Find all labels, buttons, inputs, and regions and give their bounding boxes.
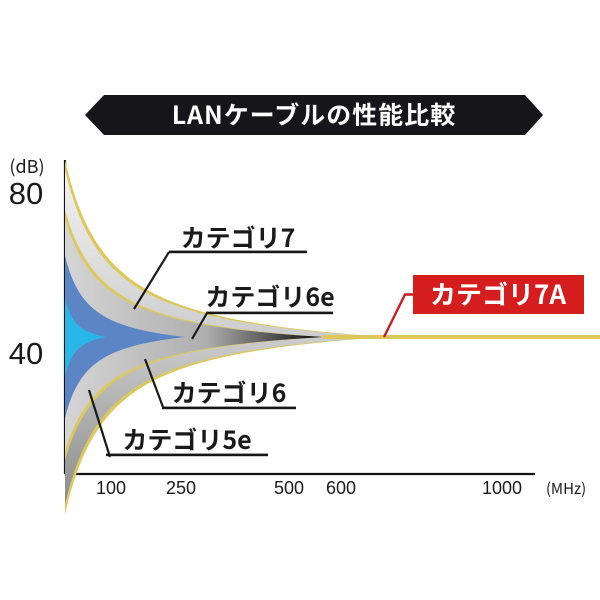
svg-text:カテゴリ6: カテゴリ6 (172, 374, 287, 410)
svg-text:LANケーブルの性能比較: LANケーブルの性能比較 (172, 96, 456, 132)
svg-text:(MHz): (MHz) (546, 478, 586, 499)
svg-text:カテゴリ6e: カテゴリ6e (205, 278, 334, 314)
svg-text:カテゴリ7: カテゴリ7 (181, 219, 296, 255)
svg-text:100: 100 (96, 478, 126, 498)
svg-text:カテゴリ5e: カテゴリ5e (122, 421, 251, 457)
svg-text:250: 250 (166, 478, 196, 498)
svg-text:80: 80 (9, 176, 43, 211)
svg-text:1000: 1000 (482, 478, 522, 498)
svg-text:600: 600 (326, 478, 356, 498)
svg-text:カテゴリ7A: カテゴリ7A (430, 275, 566, 312)
svg-text:40: 40 (9, 336, 43, 371)
svg-text:500: 500 (274, 478, 304, 498)
